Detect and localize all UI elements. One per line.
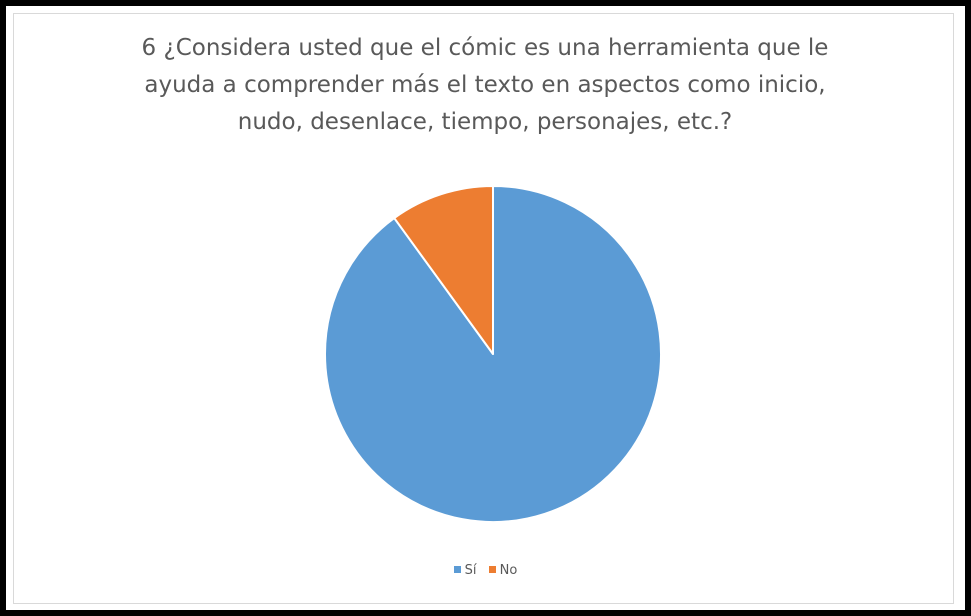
legend-item-no: No <box>488 561 518 581</box>
chart-title-line-3: nudo, desenlace, tiempo, personajes, etc… <box>237 109 733 135</box>
legend-label-si: Sí <box>464 563 477 578</box>
chart-title: 6 ¿Considera usted que el cómic es una h… <box>60 30 910 141</box>
pie-slices <box>324 185 662 523</box>
chart-title-line-2: ayuda a comprender más el texto en aspec… <box>144 72 826 98</box>
legend: Sí No <box>0 561 971 581</box>
legend-swatch-si <box>453 566 461 573</box>
legend-item-si: Sí <box>453 561 477 581</box>
chart-title-line-1: 6 ¿Considera usted que el cómic es una h… <box>141 35 829 61</box>
legend-swatch-no <box>488 566 496 573</box>
legend-label-no: No <box>499 563 518 578</box>
pie-slice-no <box>393 185 494 355</box>
